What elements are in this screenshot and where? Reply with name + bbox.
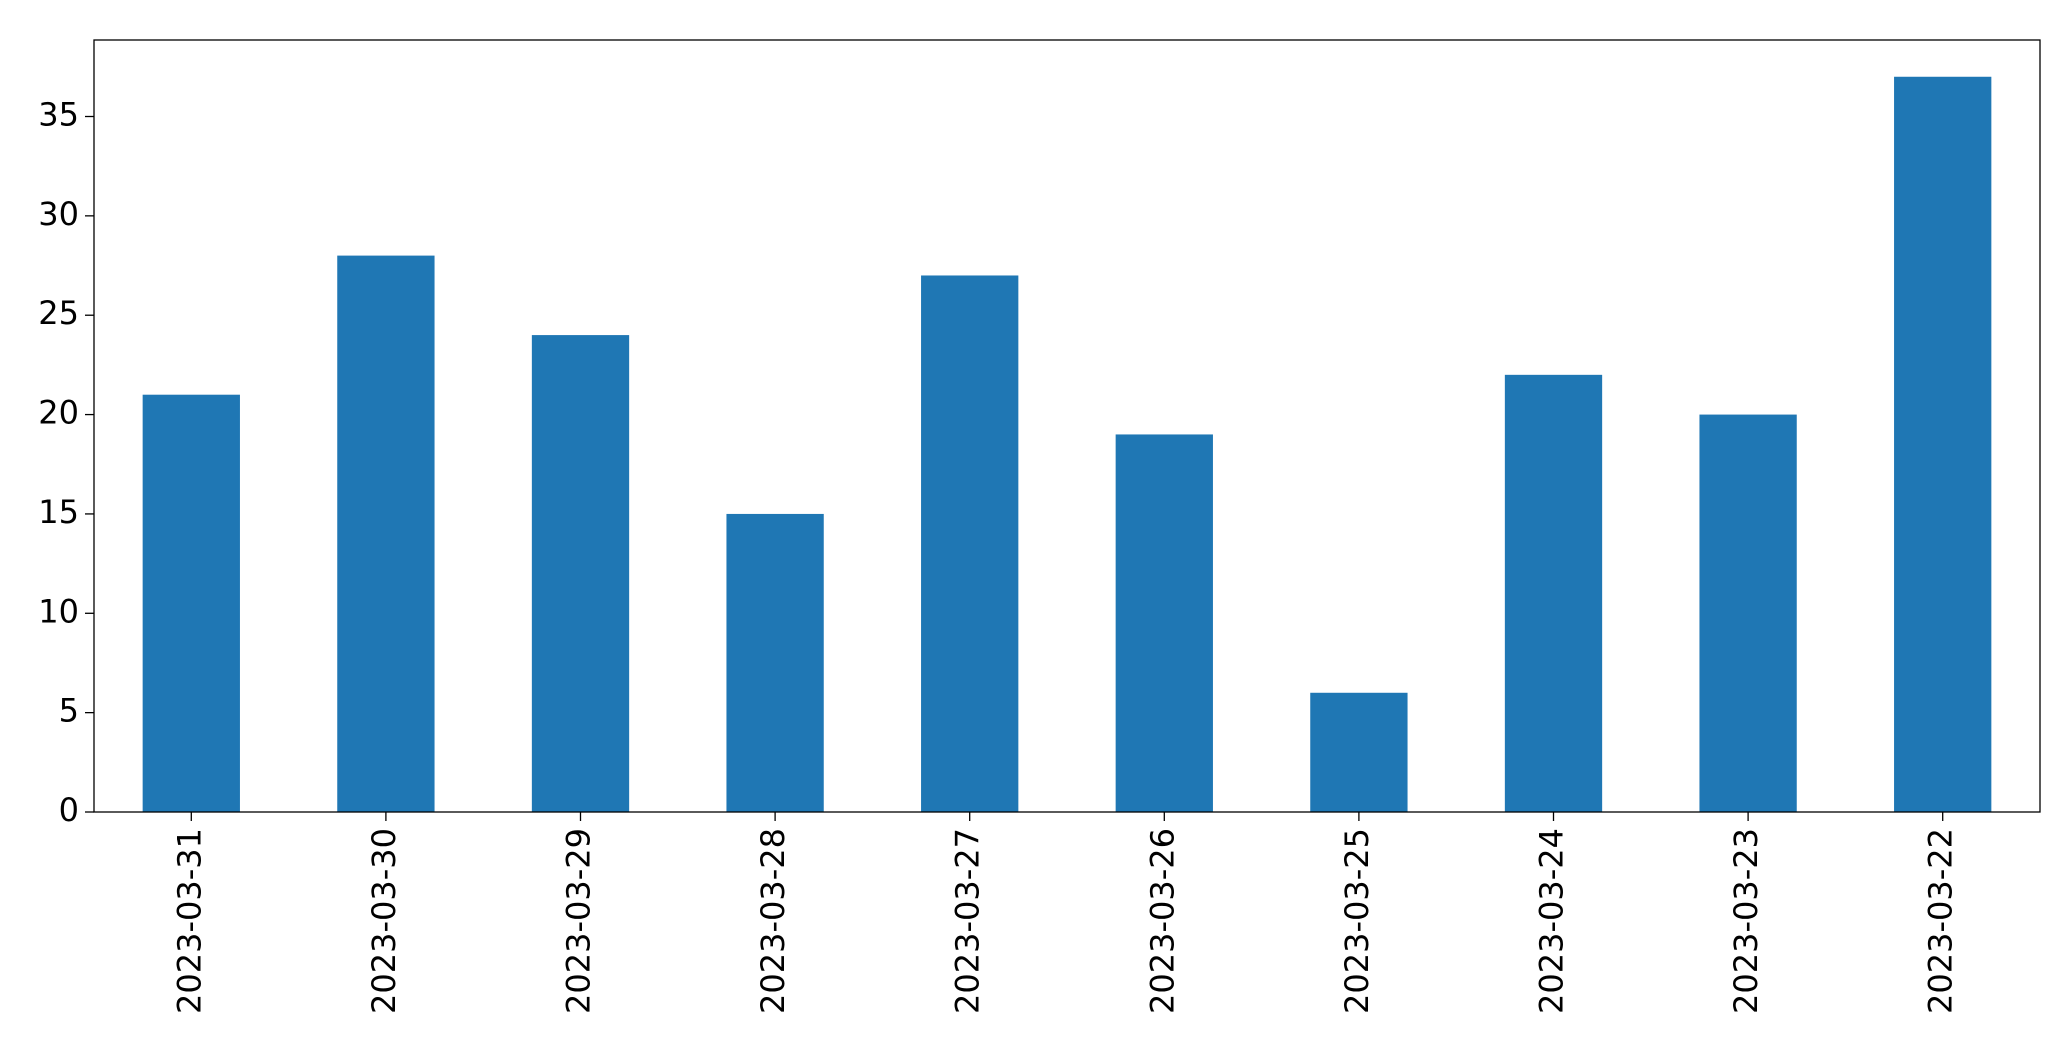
- bar: [1115, 434, 1213, 812]
- bar: [921, 275, 1019, 812]
- bar: [142, 394, 240, 812]
- x-tick-label: 2023-03-25: [1338, 828, 1376, 1014]
- bar: [726, 513, 824, 812]
- bar: [1699, 414, 1797, 812]
- x-tick-label: 2023-03-28: [754, 828, 792, 1014]
- y-tick-label: 10: [38, 592, 79, 630]
- y-tick-label: 35: [38, 96, 79, 134]
- y-tick-label: 5: [59, 692, 79, 730]
- bar: [1310, 692, 1408, 812]
- x-tick-label: 2023-03-22: [1922, 828, 1960, 1014]
- x-tick-label: 2023-03-24: [1533, 828, 1571, 1014]
- y-tick-label: 25: [38, 294, 79, 332]
- plot-frame: [93, 39, 2041, 813]
- bar: [531, 335, 630, 812]
- x-tick-label: 2023-03-23: [1727, 828, 1765, 1014]
- x-tick-label: 2023-03-30: [365, 828, 403, 1014]
- y-tick-label: 0: [59, 791, 79, 829]
- bar: [337, 255, 435, 812]
- y-tick-label: 20: [38, 394, 79, 432]
- bar: [1894, 76, 1992, 812]
- x-tick-label: 2023-03-27: [949, 828, 987, 1014]
- y-tick-label: 15: [38, 493, 79, 531]
- x-tick-label: 2023-03-26: [1143, 828, 1181, 1014]
- x-tick-label: 2023-03-29: [560, 828, 598, 1014]
- bar: [1504, 374, 1603, 812]
- y-tick-label: 30: [38, 195, 79, 233]
- x-tick-label: 2023-03-31: [170, 828, 208, 1014]
